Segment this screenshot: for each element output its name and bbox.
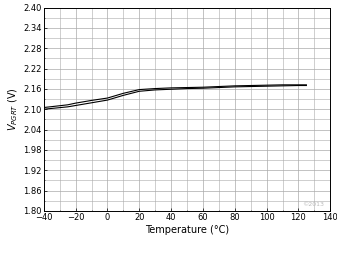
Text: ©2013: ©2013 [303,202,325,207]
X-axis label: Temperature (°C): Temperature (°C) [145,225,229,235]
Y-axis label: $V_{PGRT}$ (V): $V_{PGRT}$ (V) [7,87,20,131]
